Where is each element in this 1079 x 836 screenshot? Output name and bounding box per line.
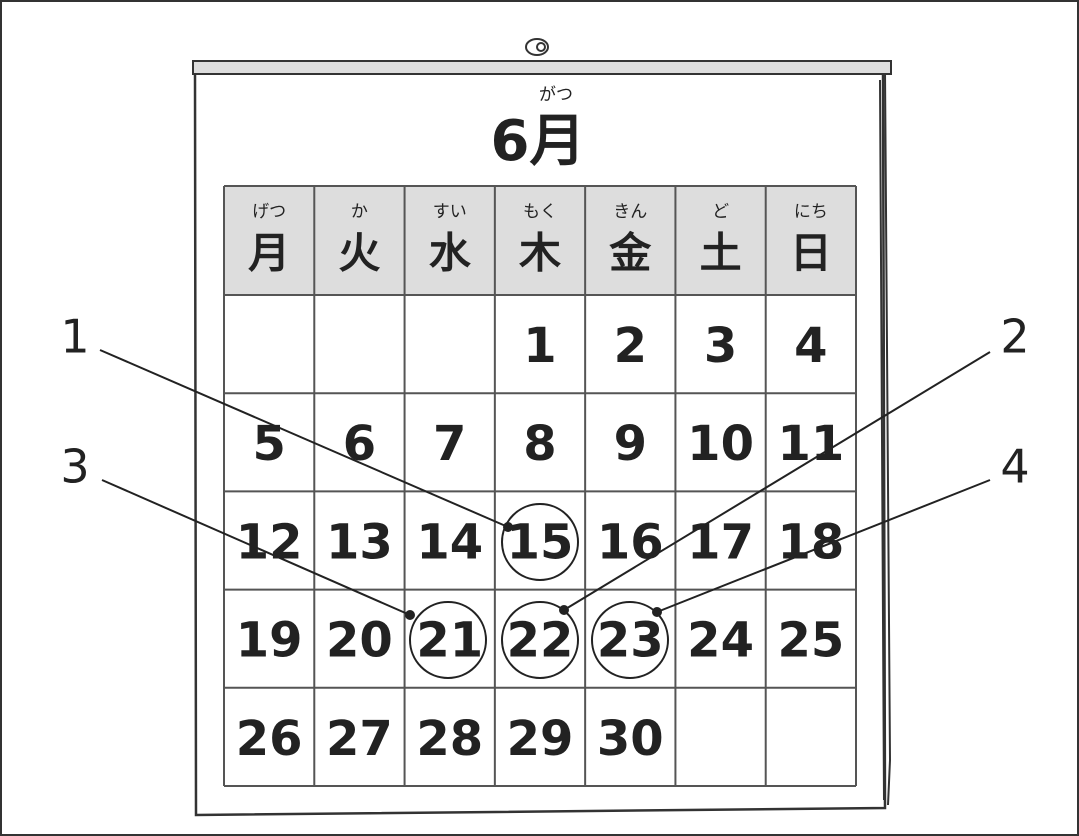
header-row [224,186,856,295]
day-number: 11 [777,416,844,472]
pin [525,38,549,56]
day-number: 4 [794,318,827,374]
title: 6月 [491,109,586,174]
weekday: 日 [790,229,832,278]
highlight-circle [501,601,579,679]
day-number: 13 [326,514,393,570]
leader-dot [652,607,662,617]
highlight-circle [591,601,669,679]
day-number: 6 [343,416,376,472]
day-number: 21 [416,613,483,669]
callout-label: 2 [1000,310,1029,364]
callouts: 1 23 4 [60,310,1030,679]
day-number: 20 [326,613,393,669]
day-number: 5 [252,416,285,472]
leader-dot [503,522,513,532]
day-number: 26 [236,711,303,767]
weekday: 金 [608,229,652,278]
day-number: 10 [687,416,754,472]
day-number: 29 [507,711,574,767]
day-number: 28 [416,711,483,767]
day-number: 8 [523,416,556,472]
day-number: 24 [687,613,754,669]
day-number: 9 [614,416,647,472]
weekday-ruby: ど [712,202,729,222]
day-number: 17 [687,514,754,570]
leader-line [656,479,991,613]
weekday: 木 [519,229,561,278]
day-number: 3 [704,318,737,374]
leader-dot [405,610,415,620]
weekday: 火 [338,229,380,278]
day-number: 22 [507,613,574,669]
day-number: 2 [614,318,647,374]
weekday-ruby: げつ [252,202,286,222]
day-number: 30 [597,711,664,767]
leader-dot [559,605,569,615]
pin-head [536,42,546,52]
day-number: 15 [507,514,574,570]
leader-line [99,349,509,528]
leader-line [563,351,991,611]
day-number: 19 [236,613,303,669]
hanger-bar [192,60,892,75]
day-number: 27 [326,711,393,767]
weekday-ruby: きん [613,202,647,222]
day-number: 7 [433,416,466,472]
day-number: 14 [416,514,483,570]
title-ruby: がつ [539,85,573,105]
leader-line [101,479,411,616]
weekday: 土 [700,229,742,278]
day-number: 25 [777,613,844,669]
day-number: 16 [597,514,664,570]
highlight-circle [409,601,487,679]
weekday-ruby: すい [433,202,467,222]
sheet-edge [879,71,892,806]
callout-label: 4 [1000,440,1029,494]
day-number: 23 [597,613,664,669]
highlight-circle [501,503,579,581]
weekday-ruby: もく [523,202,557,222]
weekday: 水 [429,229,472,278]
callout-label: 1 [60,310,89,364]
day-number: 1 [523,318,556,374]
weekday: 月 [248,229,290,278]
weekday-ruby: にち [794,202,828,222]
weekday-ruby: か [351,202,368,222]
callout-label: 3 [60,440,89,494]
body [224,295,856,786]
